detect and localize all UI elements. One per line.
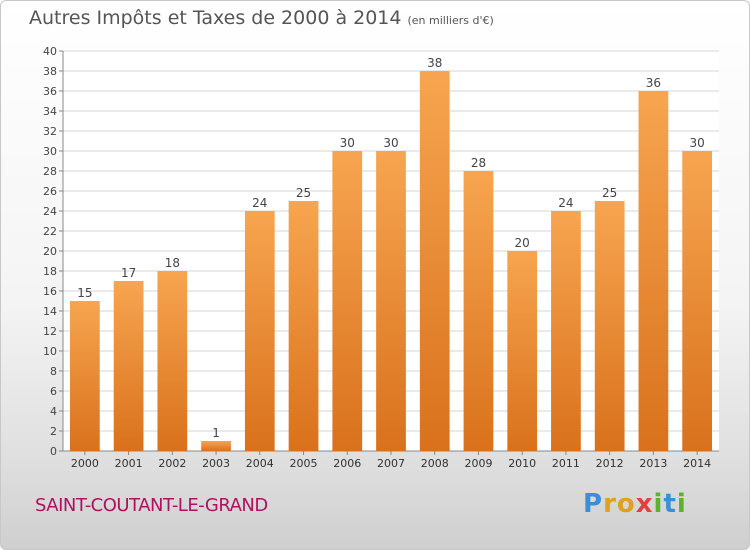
x-tick-label: 2006	[333, 457, 361, 470]
x-tick-label: 2004	[246, 457, 274, 470]
bar	[551, 211, 581, 451]
data-label: 1	[212, 426, 220, 440]
x-tick-label: 2014	[683, 457, 711, 470]
bar	[638, 91, 669, 451]
data-label: 20	[515, 236, 530, 250]
y-tick-label: 40	[43, 45, 57, 58]
logo-letter: o	[616, 489, 636, 519]
bar	[244, 211, 275, 451]
y-tick-label: 20	[43, 245, 57, 258]
x-tick-label: 2012	[596, 457, 624, 470]
data-label: 25	[296, 186, 311, 200]
y-tick-label: 8	[50, 365, 57, 378]
data-label: 36	[646, 76, 661, 90]
logo-letter: i	[676, 489, 687, 519]
data-label: 25	[602, 186, 617, 200]
bar	[201, 441, 231, 451]
y-tick-label: 18	[43, 265, 57, 278]
x-tick-label: 2009	[464, 457, 492, 470]
y-tick-label: 22	[43, 225, 57, 238]
x-tick-label: 2001	[115, 457, 143, 470]
bar	[419, 71, 450, 451]
bar	[682, 151, 713, 451]
bar	[332, 151, 363, 451]
y-tick-label: 10	[43, 345, 57, 358]
data-label: 30	[340, 136, 355, 150]
title-row: Autres Impôts et Taxes de 2000 à 2014 (en…	[29, 7, 494, 29]
y-tick-label: 24	[43, 205, 57, 218]
y-tick-label: 32	[43, 125, 57, 138]
bar	[69, 301, 100, 451]
y-tick-label: 16	[43, 285, 57, 298]
x-tick-label: 2005	[290, 457, 318, 470]
x-tick-label: 2007	[377, 457, 405, 470]
x-tick-label: 2010	[508, 457, 536, 470]
bar	[113, 281, 144, 451]
x-tick-label: 2000	[71, 457, 99, 470]
proxiti-logo: Proxiti	[583, 489, 687, 519]
bar	[463, 171, 494, 451]
data-label: 28	[471, 156, 486, 170]
data-label: 24	[558, 196, 573, 210]
logo-letter: i	[653, 489, 664, 519]
y-tick-label: 36	[43, 85, 57, 98]
logo-letter: r	[603, 489, 617, 519]
y-tick-label: 38	[43, 65, 57, 78]
y-tick-label: 12	[43, 325, 57, 338]
logo-letter: P	[583, 489, 604, 519]
y-tick-label: 6	[50, 385, 57, 398]
y-tick-label: 30	[43, 145, 57, 158]
chart-title: Autres Impôts et Taxes de 2000 à 2014	[29, 7, 402, 29]
data-label: 24	[252, 196, 267, 210]
x-tick-label: 2011	[552, 457, 580, 470]
logo-letter: x	[635, 489, 654, 519]
bar	[376, 151, 406, 451]
y-tick-label: 28	[43, 165, 57, 178]
data-label: 30	[689, 136, 704, 150]
logo-letter: t	[663, 489, 677, 519]
y-tick-label: 2	[50, 425, 57, 438]
x-tick-label: 2013	[639, 457, 667, 470]
bar	[157, 271, 188, 451]
y-tick-label: 0	[50, 445, 57, 458]
bar	[594, 201, 625, 451]
commune-name: SAINT-COUTANT-LE-GRAND	[35, 495, 268, 516]
chart-subtitle: (en milliers d'€)	[407, 14, 494, 27]
data-label: 38	[427, 56, 442, 70]
y-tick-label: 34	[43, 105, 57, 118]
y-tick-label: 14	[43, 305, 57, 318]
x-tick-label: 2003	[202, 457, 230, 470]
x-tick-label: 2002	[158, 457, 186, 470]
data-label: 18	[165, 256, 180, 270]
x-tick-label: 2008	[421, 457, 449, 470]
data-label: 30	[383, 136, 398, 150]
bar	[288, 201, 319, 451]
data-label: 17	[121, 266, 136, 280]
y-tick-label: 26	[43, 185, 57, 198]
y-tick-label: 4	[50, 405, 57, 418]
bar	[507, 251, 538, 451]
data-label: 15	[77, 286, 92, 300]
